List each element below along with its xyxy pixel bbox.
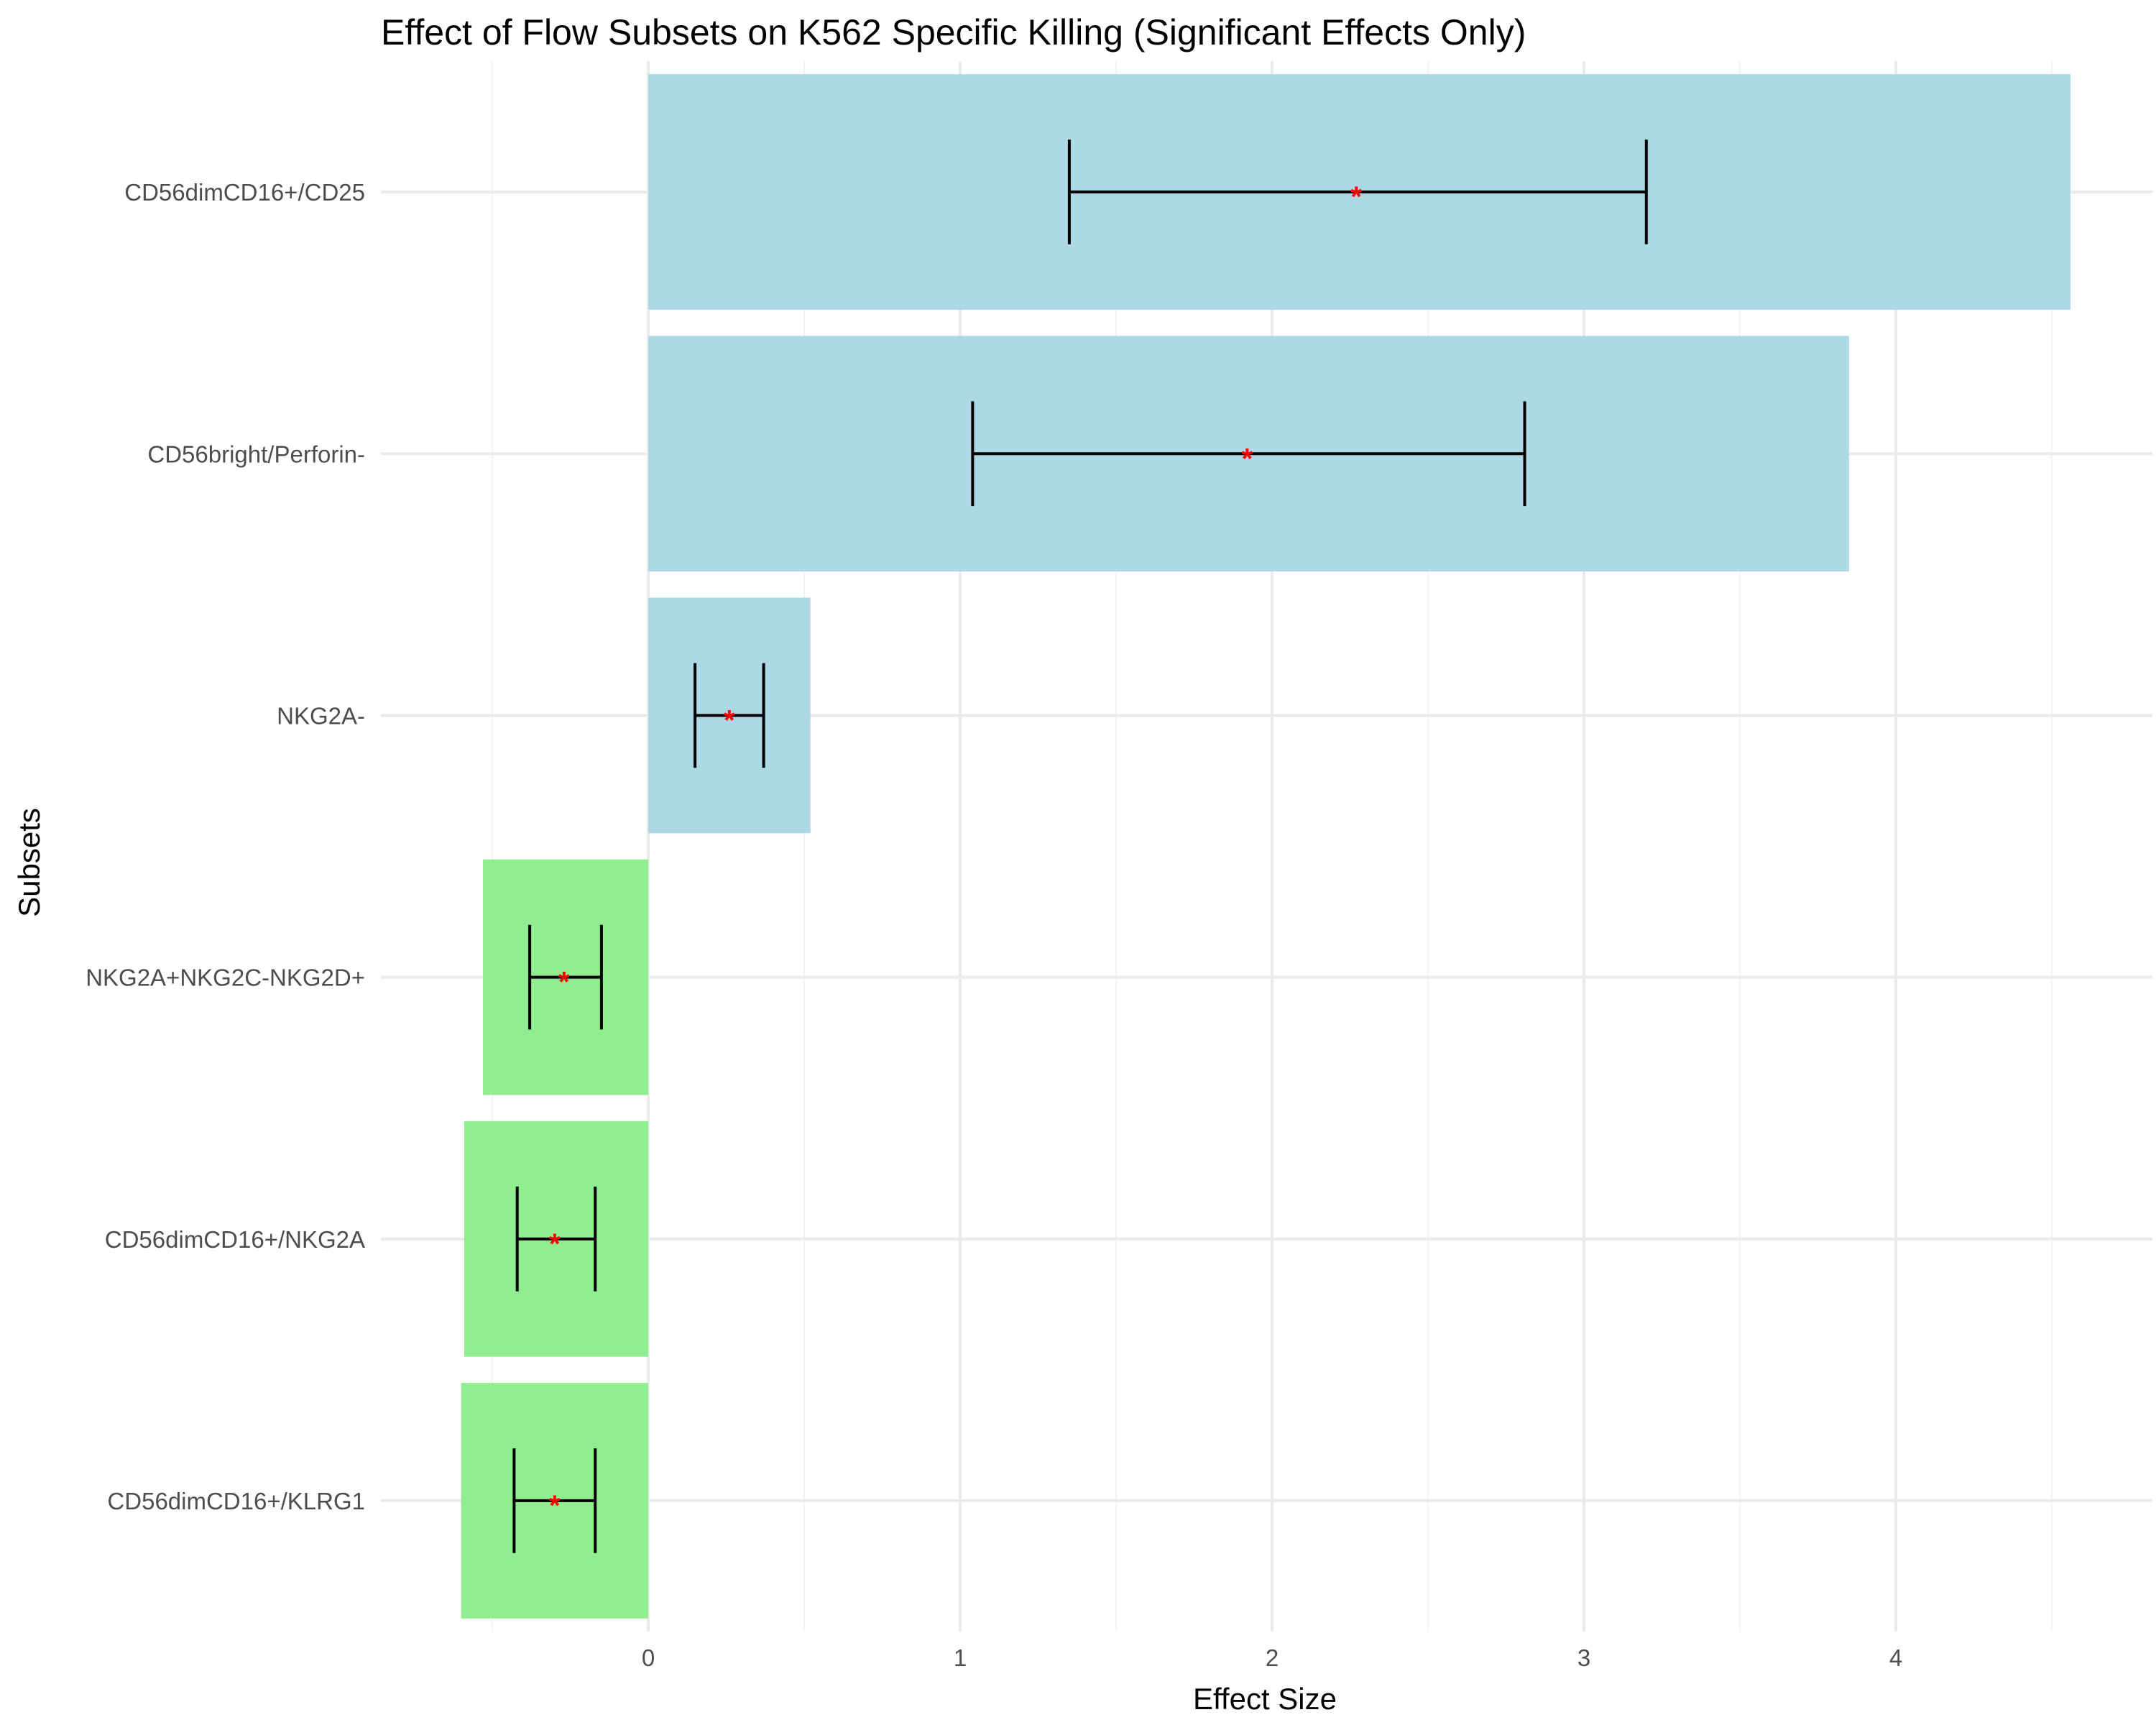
y-tick-label: CD56bright/Perforin- bbox=[147, 441, 365, 467]
significance-marker: * bbox=[558, 967, 570, 998]
significance-markers: * * * * * * bbox=[549, 181, 1362, 1522]
y-tick-label: CD56dimCD16+/NKG2A bbox=[105, 1226, 365, 1253]
x-axis-ticks: 0 1 2 3 4 bbox=[642, 1644, 1902, 1671]
y-tick-label: CD56dimCD16+/CD25 bbox=[124, 179, 365, 206]
x-tick-label: 3 bbox=[1577, 1644, 1590, 1671]
x-tick-label: 2 bbox=[1266, 1644, 1279, 1671]
chart-title: Effect of Flow Subsets on K562 Specific … bbox=[381, 12, 1526, 52]
bars bbox=[461, 74, 2071, 1619]
y-tick-label: NKG2A- bbox=[277, 702, 365, 729]
significance-marker: * bbox=[724, 704, 735, 736]
error-bars bbox=[512, 139, 1648, 1553]
significance-marker: * bbox=[549, 1490, 561, 1522]
y-tick-label: CD56dimCD16+/KLRG1 bbox=[107, 1488, 365, 1514]
significance-marker: * bbox=[549, 1228, 561, 1260]
x-axis-title: Effect Size bbox=[1193, 1682, 1337, 1716]
x-tick-label: 1 bbox=[954, 1644, 967, 1671]
y-axis-ticks: CD56dimCD16+/CD25 CD56bright/Perforin- NKG… bbox=[86, 179, 365, 1514]
y-tick-label: NKG2A+NKG2C-NKG2D+ bbox=[86, 965, 365, 991]
x-tick-label: 4 bbox=[1889, 1644, 1902, 1671]
significance-marker: * bbox=[1350, 181, 1362, 213]
y-axis-title: Subsets bbox=[12, 808, 46, 917]
x-tick-label: 0 bbox=[642, 1644, 655, 1671]
significance-marker: * bbox=[1241, 443, 1253, 474]
